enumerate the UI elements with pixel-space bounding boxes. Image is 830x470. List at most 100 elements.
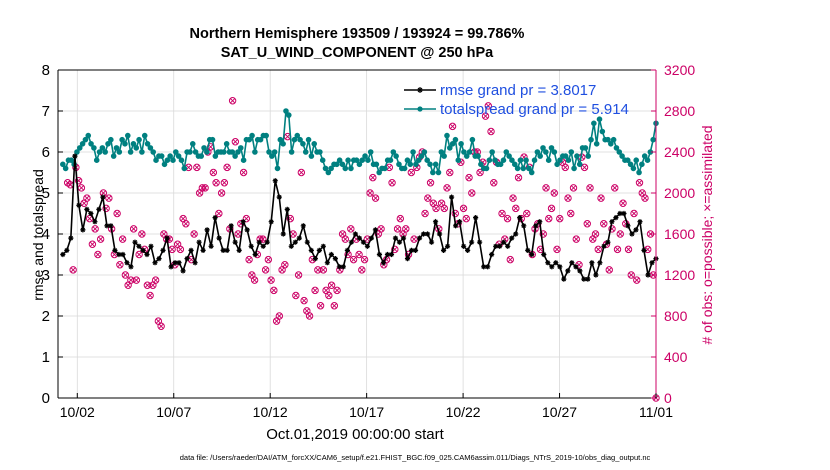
obs-assimilated-marker [647,231,654,237]
obs-possible-marker [630,209,638,218]
totalspread-series-point [297,136,303,143]
totalspread-series-point [630,165,637,172]
rmse-series-point [416,235,423,241]
obs-assimilated-marker [359,267,365,273]
totalspread-series-point [285,112,292,118]
rmse-series-point [316,247,322,253]
obs-assimilated-marker [551,190,557,196]
obs-assimilated-marker [268,277,274,283]
obs-assimilated-marker [614,246,621,252]
obs-assimilated-marker [546,216,552,222]
obs-assimilated-marker [469,190,475,196]
obs-assimilated-marker [568,210,574,217]
obs-assimilated-marker [98,236,104,242]
totalspread-series-point [441,153,447,159]
obs-assimilated-marker [265,257,271,263]
obs-possible-marker [635,179,644,187]
obs-assimilated-marker [348,226,354,232]
obs-assimilated-marker [433,205,439,211]
obs-possible-marker [135,250,143,259]
totalspread-series-point [359,157,366,163]
obs-possible-marker [490,179,498,187]
totalspread-series-point [68,157,75,163]
obs-possible-marker [633,276,641,284]
obs-assimilated-marker [139,231,145,237]
obs-possible-marker [212,179,220,187]
obs-possible-marker [275,312,284,320]
totalspread-series-point [528,169,535,176]
totalspread-series-point [641,153,648,159]
totalspread-series-point [526,165,532,172]
rmse-series-point [104,223,110,229]
rmse-series-point [64,247,70,253]
rmse-series-point [68,235,74,241]
obs-possible-marker [465,173,473,182]
obs-assimilated-marker [175,241,181,247]
obs-possible-marker [407,168,416,177]
obs-possible-marker [286,214,295,223]
obs-assimilated-marker [147,292,153,299]
totalspread-series-point [144,141,151,147]
y-tick-label-right: 3200 [664,62,695,78]
obs-possible-marker [347,225,355,233]
obs-assimilated-marker [296,272,302,278]
totalspread-series-point [119,136,125,143]
rmse-series-point [473,215,479,221]
obs-assimilated-marker [612,185,618,191]
obs-assimilated-marker [515,175,522,181]
obs-assimilated-marker [573,236,579,242]
rmse-series-point [609,219,615,225]
totalspread-series-point [486,157,493,163]
obs-assimilated-marker [543,185,549,191]
x-tick-label: 10/07 [156,404,191,420]
rmse-series-point [164,235,170,241]
totalspread-series-point [147,145,154,151]
obs-assimilated-marker [331,303,337,309]
totalspread-series-point [438,149,445,155]
obs-assimilated-marker [378,226,384,232]
obs-assimilated-marker [513,205,519,211]
obs-assimilated-marker [524,210,530,217]
totalspread-series-point [82,136,89,143]
obs-assimilated-marker [449,123,456,129]
totalspread-series-point [455,157,462,163]
obs-assimilated-marker [114,210,120,217]
totalspread-series-point [404,157,411,163]
rmse-series-point [376,251,383,258]
obs-possible-marker [355,250,363,259]
totalspread-series-point [345,157,351,163]
totalspread-series-point [534,149,541,155]
obs-assimilated-marker [548,205,555,211]
obs-assimilated-marker [463,216,469,222]
rmse-series-point [432,219,439,225]
rmse-series-point [444,243,451,249]
rmse-series-point [92,219,98,225]
totalspread-series-point [435,169,442,176]
totalspread-series-point [300,141,306,147]
totalspread-series-point [478,161,484,168]
totalspread-series-point [624,157,631,163]
obs-assimilated-marker [122,272,128,278]
obs-assimilated-marker [477,169,483,176]
totalspread-series-point [447,145,453,151]
obs-possible-marker [176,245,185,254]
rmse-series-point [308,247,314,253]
obs-assimilated-marker [554,246,560,252]
totalspread-series-point [500,157,507,163]
rmse-series-point [649,260,655,266]
obs-possible-marker [151,276,160,284]
rmse-series-point [497,243,503,249]
obs-assimilated-marker [158,323,164,329]
obs-assimilated-marker [400,231,406,237]
obs-assimilated-marker [507,257,513,263]
obs-assimilated-marker [466,175,472,181]
obs-assimilated-marker [106,195,112,201]
y-tick-label-right: 1600 [664,226,695,242]
totalspread-series-point [173,149,179,155]
obs-assimilated-marker [565,195,571,201]
totalspread-series-point [198,153,205,159]
totalspread-series-point [60,161,66,168]
totalspread-series-point [574,153,580,159]
rmse-series-point [380,260,387,266]
rmse-series-point [244,227,250,233]
